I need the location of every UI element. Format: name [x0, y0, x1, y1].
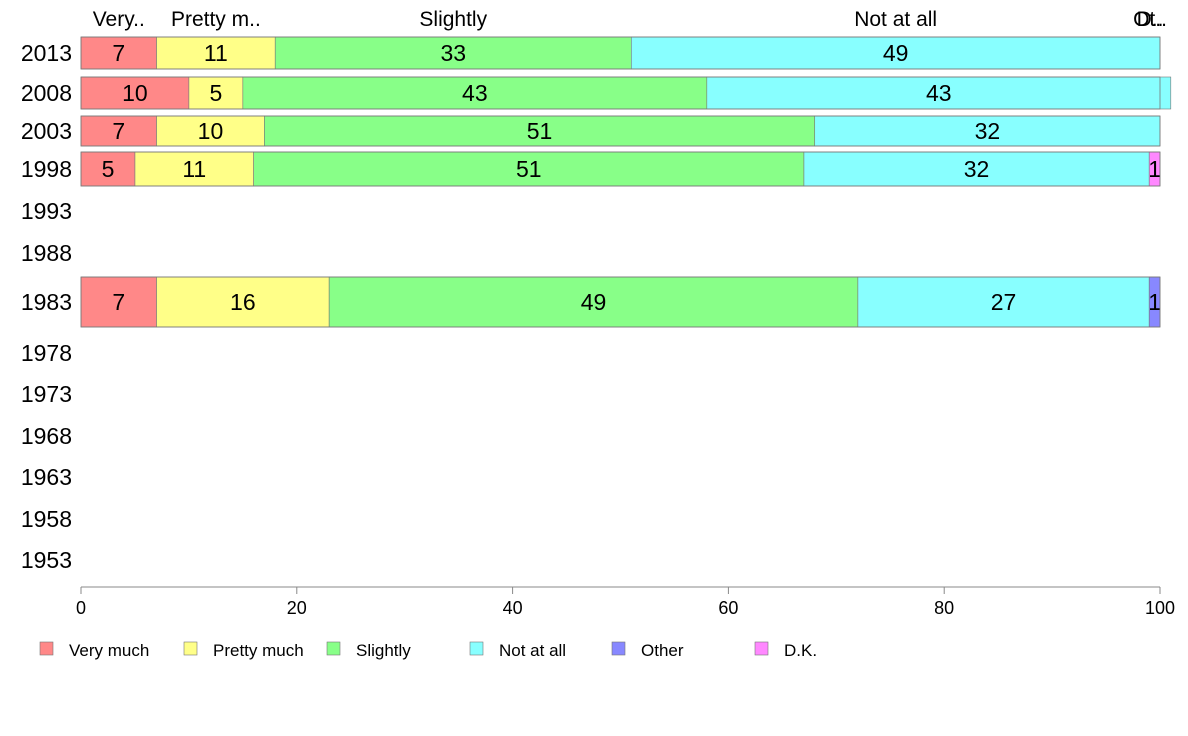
x-tick-label-60: 60: [718, 598, 738, 618]
legend-label-slightly: Slightly: [356, 641, 411, 660]
bar-segment-2013-not-at-all: [630, 36, 1161, 70]
value-label-1983-very-much: 7: [112, 289, 125, 315]
bar-segment-2008-slightly: [242, 76, 708, 110]
value-label-2013-pretty-much: 11: [204, 40, 228, 66]
bar-outline-2003: [80, 115, 1161, 147]
bar-segment-1998-very-much: [80, 151, 136, 187]
value-label-1998-d-k-: 1: [1148, 156, 1161, 182]
year-label-1988: 1988: [21, 240, 72, 266]
year-label-1973: 1973: [21, 381, 72, 407]
bar-outline-1998: [80, 151, 1161, 187]
bar-segment-2003-slightly: [264, 115, 816, 147]
value-label-2008-not-at-all: 43: [926, 80, 952, 106]
legend-label-d-k-: D.K.: [784, 641, 817, 660]
year-label-2003: 2003: [21, 118, 72, 144]
x-tick-label-80: 80: [934, 598, 954, 618]
bar-segment-1983-pretty-much: [156, 276, 330, 328]
value-label-2008-pretty-much: 5: [209, 80, 222, 106]
value-label-1983-not-at-all: 27: [991, 289, 1017, 315]
bar-outline-1983: [80, 276, 1161, 328]
value-label-2008-very-much: 10: [122, 80, 148, 106]
x-axis: 0 20 40 60 80 100: [76, 586, 1175, 618]
value-label-1998-pretty-much: 11: [182, 156, 206, 182]
value-label-2008-slightly: 43: [462, 80, 488, 106]
bar-segment-2003-not-at-all: [814, 115, 1161, 147]
bar-segment-2008-not-at-all: [706, 76, 1172, 110]
bar-segment-1983-slightly: [328, 276, 859, 328]
bar-outline-2008: [80, 76, 1161, 110]
year-label-1963: 1963: [21, 464, 72, 490]
year-label-2008: 2008: [21, 80, 72, 106]
year-label-1958: 1958: [21, 506, 72, 532]
value-label-2003-slightly: 51: [527, 118, 553, 144]
legend: Very much Pretty much Slightly Not at all Ot…: [39, 641, 817, 660]
value-label-2003-very-much: 7: [112, 118, 125, 144]
x-tick-label-100: 100: [1145, 598, 1175, 618]
bar-outline-2013: [80, 36, 1161, 70]
value-label-1998-not-at-all: 32: [964, 156, 990, 182]
bar-segment-2003-very-much: [80, 115, 157, 147]
header-label-very-much: Very..: [93, 8, 145, 31]
value-label-2013-very-much: 7: [112, 40, 125, 66]
year-label-1968: 1968: [21, 423, 72, 449]
year-label-1978: 1978: [21, 340, 72, 366]
series-header-labels: Very.. Pretty m.. Slightly Not at all Ot..D.…: [93, 8, 1167, 31]
legend-label-not-at-all: Not at all: [499, 641, 566, 660]
year-label-2013: 2013: [21, 40, 72, 66]
legend-label-pretty-much: Pretty much: [213, 641, 304, 660]
legend-swatch-very-much: [39, 641, 54, 656]
value-label-2013-slightly: 33: [440, 40, 466, 66]
legend-swatch-other: [611, 641, 626, 656]
value-label-2003-not-at-all: 32: [975, 118, 1001, 144]
value-label-1998-very-much: 5: [102, 156, 115, 182]
legend-label-very-much: Very much: [69, 641, 149, 660]
year-label-1953: 1953: [21, 547, 72, 573]
legend-swatch-slightly: [326, 641, 341, 656]
year-label-1993: 1993: [21, 198, 72, 224]
x-tick-label-0: 0: [76, 598, 86, 618]
bar-segment-1983-very-much: [80, 276, 157, 328]
value-label-1983-pretty-much: 16: [230, 289, 256, 315]
value-label-2013-not-at-all: 49: [883, 40, 909, 66]
header-label-not-at-all: Not at all: [854, 8, 937, 31]
y-axis: 2013 2008 2003 1998 1993 1988 1983 1978 1973 1968…: [21, 40, 72, 573]
bars: 7 11 33 49 10 5 43 43 7 10 51 32 5 11 51 32 1 7 16 49 27 1: [80, 36, 1172, 328]
header-label-d-k-: D..: [1137, 8, 1164, 31]
header-label-slightly: Slightly: [419, 8, 487, 31]
x-tick-label-20: 20: [287, 598, 307, 618]
x-tick-label-40: 40: [503, 598, 523, 618]
legend-swatch-d-k-: [754, 641, 769, 656]
year-label-1983: 1983: [21, 289, 72, 315]
value-label-1983-slightly: 49: [581, 289, 607, 315]
header-label-other: Ot..: [1133, 8, 1167, 31]
header-label-pretty-much: Pretty m..: [171, 8, 261, 31]
value-label-1998-slightly: 51: [516, 156, 542, 182]
bar-segment-1998-pretty-much: [134, 151, 254, 187]
legend-swatch-pretty-much: [183, 641, 198, 656]
year-label-1998: 1998: [21, 156, 72, 182]
value-label-1983-other: 1: [1148, 289, 1161, 315]
value-label-2003-pretty-much: 10: [198, 118, 224, 144]
legend-swatch-not-at-all: [469, 641, 484, 656]
legend-label-other: Other: [641, 641, 684, 660]
